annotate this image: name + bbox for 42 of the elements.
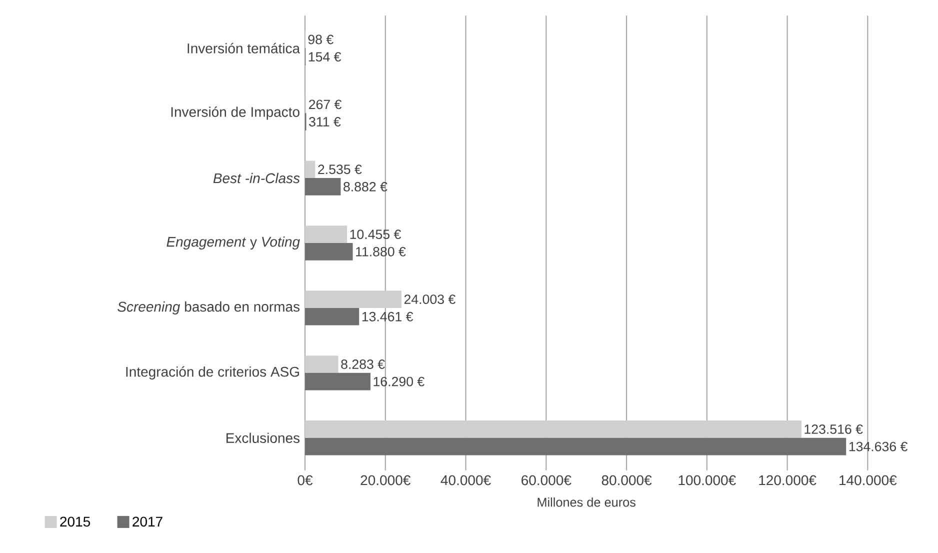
data-label: 11.880 € xyxy=(356,246,406,256)
data-label: 16.290 € xyxy=(374,376,424,386)
data-label: 154 € xyxy=(308,52,342,62)
data-label: 267 € xyxy=(309,100,342,110)
data-label: 2.535 € xyxy=(318,164,362,174)
x-tick-label: 120.000€ xyxy=(759,475,816,486)
data-label: 134.636 € xyxy=(849,442,908,452)
bar xyxy=(305,308,360,326)
x-tick-label: 20.000€ xyxy=(360,475,410,486)
y-tick-label: Integración de criterios ASG xyxy=(126,366,299,380)
bar xyxy=(305,243,353,260)
bar xyxy=(305,226,348,244)
x-tick-label: 80.000€ xyxy=(602,475,652,486)
bar xyxy=(305,420,802,438)
x-tick-label: 40.000€ xyxy=(440,475,491,486)
y-tick-label: Screening basado en normas xyxy=(118,301,300,314)
x-axis-title: Millones de euros xyxy=(538,497,636,507)
data-label: 311 € xyxy=(309,117,341,126)
x-tick-label: 60.000€ xyxy=(522,475,572,486)
y-tick-label: Exclusiones xyxy=(226,432,300,444)
bar xyxy=(305,160,316,178)
x-tick-label: 140.000€ xyxy=(840,475,897,486)
data-label: 24.003 € xyxy=(404,294,456,304)
legend-label: 2017 xyxy=(132,516,162,527)
data-label: 8.283 € xyxy=(341,360,385,369)
x-tick-label: 0€ xyxy=(298,475,313,486)
data-label: 8.882 € xyxy=(344,182,388,192)
bar xyxy=(305,438,846,456)
legend-label: 2015 xyxy=(60,516,90,527)
data-label: 10.455 € xyxy=(350,230,401,240)
bar xyxy=(305,356,338,373)
y-tick-label: Inversión temática xyxy=(188,42,300,54)
data-label: 13.461 € xyxy=(362,312,414,322)
x-tick-label: 100.000€ xyxy=(678,475,736,486)
bar xyxy=(305,290,402,308)
y-tick-label: Engagement y Voting xyxy=(166,236,300,250)
bar xyxy=(305,372,370,390)
y-tick-label: Best -in-Class xyxy=(213,172,300,184)
y-tick-label: Inversión de Impacto xyxy=(171,106,300,120)
bar xyxy=(305,178,341,196)
data-label: 123.516 € xyxy=(804,424,863,434)
data-label: 98 € xyxy=(308,34,334,44)
